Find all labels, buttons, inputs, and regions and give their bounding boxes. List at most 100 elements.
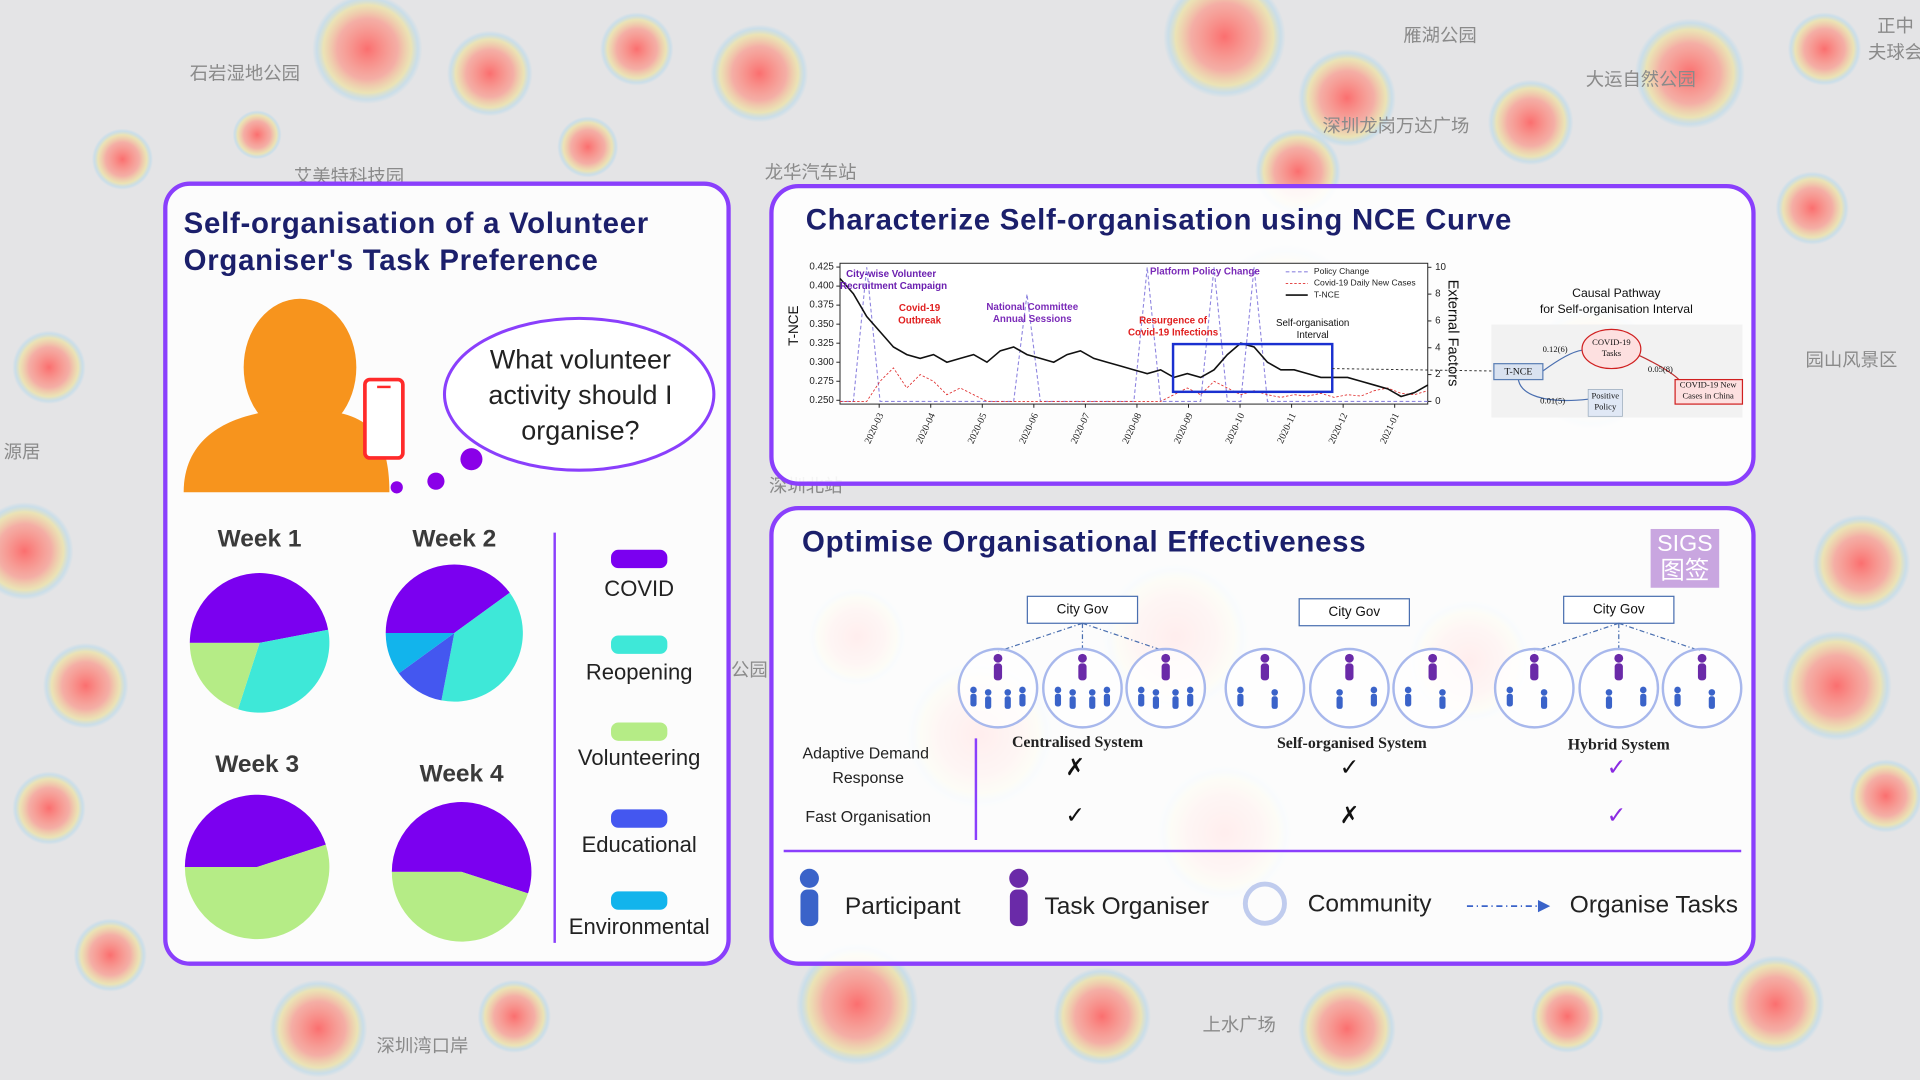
organiser-head <box>1260 653 1270 663</box>
causal-node-label: Policy <box>1594 402 1617 412</box>
causal-node-label: Tasks <box>1602 348 1622 358</box>
person-body <box>183 411 390 493</box>
criterion: Response <box>832 770 904 787</box>
participant-body <box>1540 696 1548 709</box>
heat-blob <box>1634 18 1745 129</box>
task-link <box>1082 622 1166 653</box>
participant-head <box>984 689 992 696</box>
heat-blob <box>12 771 86 845</box>
organiser-head <box>1614 653 1624 663</box>
participant-head <box>1004 689 1012 696</box>
participant-head <box>1172 689 1179 696</box>
participant-head <box>1540 689 1548 696</box>
criterion: Fast Organisation <box>805 809 931 826</box>
map-label: 夫球会 <box>1868 42 1920 63</box>
organiser-body <box>1428 663 1437 681</box>
causal-node-label: COVID-19 New <box>1680 380 1738 390</box>
legend-label: Participant <box>845 893 961 920</box>
heat-blob <box>1726 955 1825 1054</box>
check-mark: ✗ <box>1340 802 1359 828</box>
participant-body <box>1089 696 1096 709</box>
map-label: 石岩湿地公园 <box>190 63 300 84</box>
legend-organiser-body <box>1009 889 1028 927</box>
gov-box <box>1563 595 1675 624</box>
pie-slice <box>189 642 260 710</box>
heat-blob <box>1163 0 1286 98</box>
participant-body <box>1605 696 1613 709</box>
gov-label: City Gov <box>1328 604 1380 619</box>
participant-head <box>1439 689 1446 696</box>
organiser-body <box>1530 663 1539 681</box>
heat-blob <box>73 918 147 992</box>
thought-text: activity should I <box>488 380 672 410</box>
map-label: 正中 <box>1877 15 1914 36</box>
legend-arrowhead <box>1537 900 1551 913</box>
causal-title: for Self-organisation Interval <box>1540 302 1693 316</box>
week-label: Week 2 <box>412 525 496 552</box>
legend-label: Task Organiser <box>1044 893 1209 920</box>
annotation: Interval <box>1297 330 1329 341</box>
panel-title: Self-organisation of a Volunteer <box>184 207 649 240</box>
thought-bubble <box>442 316 716 472</box>
heat-blob <box>600 12 674 86</box>
person-head <box>243 298 357 436</box>
heat-blob <box>269 979 368 1078</box>
map-label: 艾美特科技园 <box>294 165 404 186</box>
community <box>1392 647 1474 729</box>
organiser-head <box>1428 653 1438 663</box>
map-label: 园山风景区 <box>1806 349 1898 370</box>
organiser-head <box>1529 653 1539 663</box>
phone <box>363 377 405 460</box>
participant-head <box>1605 689 1613 696</box>
y-tick-label: 0.300 <box>809 357 834 368</box>
annotation: Covid-19 Infections <box>1128 328 1219 339</box>
gov-label: City Gov <box>1057 601 1109 616</box>
participant-body <box>1439 696 1446 709</box>
map-label: 上水广场 <box>1202 1014 1275 1035</box>
participant-head <box>1186 686 1194 694</box>
participant-head <box>1054 686 1062 694</box>
thought-dot <box>427 472 445 490</box>
participant-body <box>1004 696 1011 709</box>
pie-slice <box>391 871 529 942</box>
map-label: 源居 <box>4 441 41 462</box>
map-label: 大运自然公园 <box>1586 69 1696 90</box>
participant-head <box>1370 686 1378 694</box>
logo <box>1650 528 1720 588</box>
y-tick-label: 0.350 <box>809 319 834 330</box>
heat-blob <box>1775 171 1849 245</box>
organiser-body <box>1260 663 1270 681</box>
participant-body <box>1336 696 1343 709</box>
participant-body <box>1674 693 1681 707</box>
participant-body <box>1152 696 1160 709</box>
pie-slice <box>398 633 455 701</box>
check-mark: ✓ <box>1607 802 1626 828</box>
legend-swatch <box>611 891 668 910</box>
pie-slice <box>238 629 330 713</box>
participant-body <box>1405 693 1412 707</box>
heat-blob <box>0 502 74 600</box>
pie-slice <box>391 802 532 894</box>
legend-label: T-NCE <box>1314 289 1340 299</box>
edge-label: 0.01(5) <box>1540 396 1565 406</box>
y-tick-label: 0.275 <box>809 376 834 387</box>
panel-title: Characterize Self-organisation using NCE… <box>806 203 1512 236</box>
causal-node-label: T-NCE <box>1504 366 1532 377</box>
legend-swatch <box>611 809 668 828</box>
y2-tick-label: 4 <box>1435 342 1441 353</box>
check-mark: ✓ <box>1607 754 1626 780</box>
y-tick-label: 0.400 <box>809 281 834 292</box>
legend-label: COVID <box>604 576 674 601</box>
thought-dot <box>460 448 483 471</box>
annotation: Covid-19 <box>899 303 941 314</box>
pie-slice <box>441 592 523 702</box>
panel-title: Organiser's Task Preference <box>184 244 599 277</box>
participant-body <box>1103 693 1111 707</box>
logo-text: SIGS <box>1657 530 1713 556</box>
y-tick-label: 0.325 <box>809 338 834 349</box>
heat-blob <box>557 116 619 178</box>
legend-swatch <box>611 722 668 741</box>
causal-node <box>1581 328 1642 370</box>
causal-node-label: COVID-19 <box>1592 337 1631 347</box>
map-label: 龙华汽车站 <box>765 162 857 183</box>
